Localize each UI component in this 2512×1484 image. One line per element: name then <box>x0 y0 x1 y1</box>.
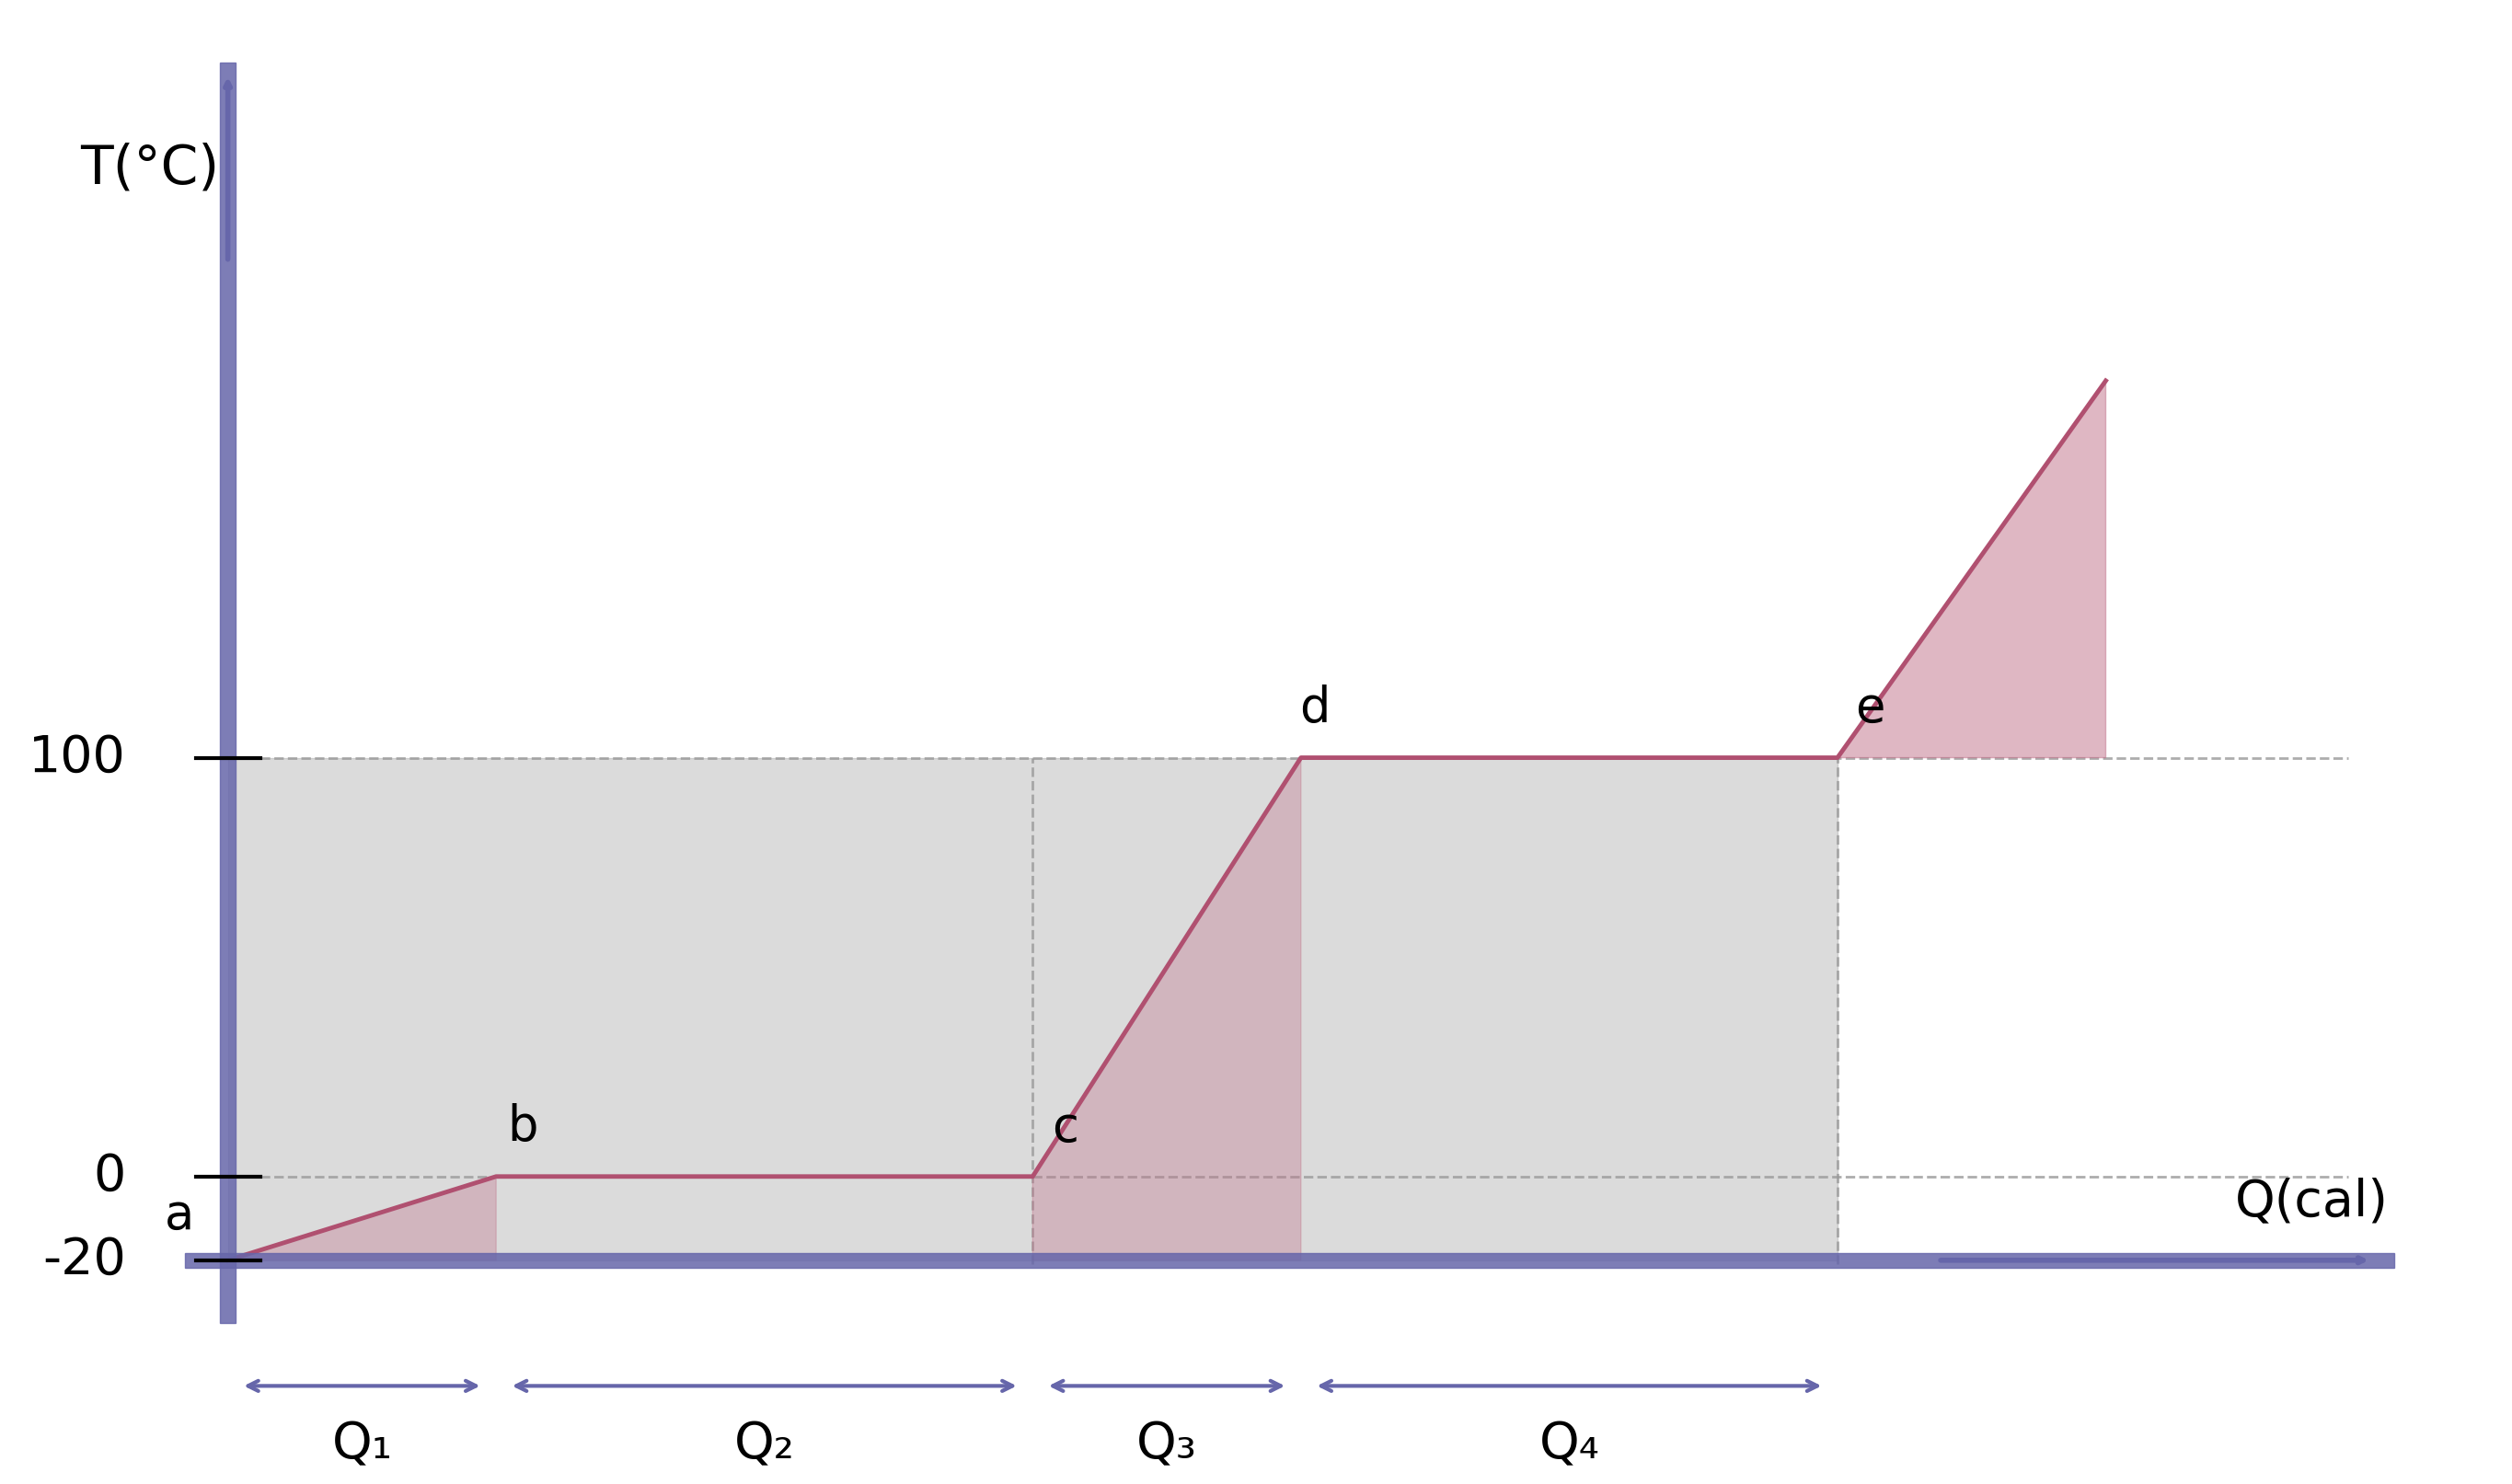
Text: e: e <box>1854 684 1884 733</box>
Text: 0: 0 <box>93 1152 126 1202</box>
Polygon shape <box>1836 381 2105 758</box>
Text: Q₃: Q₃ <box>1135 1419 1198 1469</box>
Text: Q₄: Q₄ <box>1540 1419 1600 1469</box>
Polygon shape <box>1032 758 1301 1260</box>
Polygon shape <box>219 62 236 1324</box>
Text: d: d <box>1299 684 1329 733</box>
Polygon shape <box>186 1252 2394 1267</box>
Text: 100: 100 <box>28 733 126 782</box>
Text: c: c <box>1053 1104 1078 1152</box>
Polygon shape <box>229 758 1836 1260</box>
Text: Q(cal): Q(cal) <box>2236 1177 2389 1227</box>
Text: a: a <box>166 1192 193 1239</box>
Text: T(°C): T(°C) <box>80 142 219 194</box>
Text: Q₁: Q₁ <box>332 1419 392 1469</box>
Polygon shape <box>229 1177 495 1260</box>
Text: -20: -20 <box>43 1235 126 1285</box>
Text: b: b <box>507 1104 538 1152</box>
Text: Q₂: Q₂ <box>734 1419 794 1469</box>
